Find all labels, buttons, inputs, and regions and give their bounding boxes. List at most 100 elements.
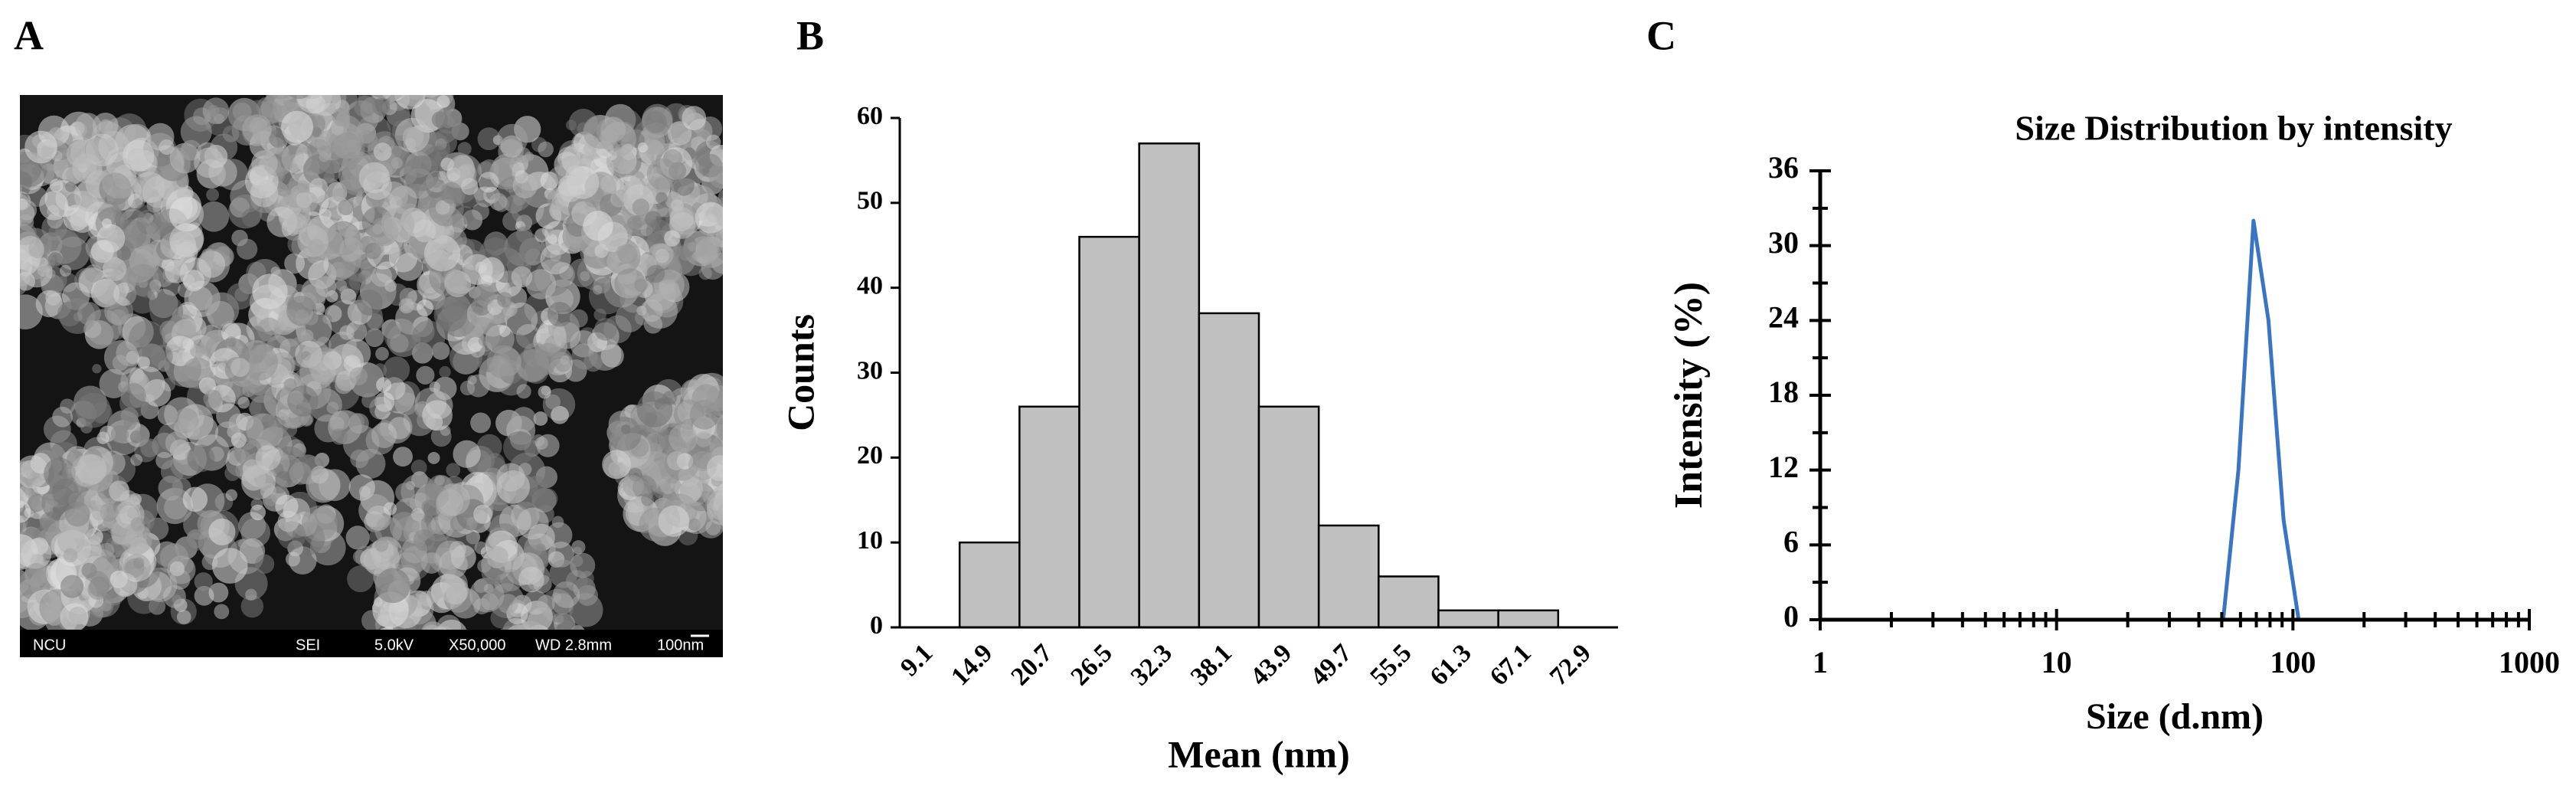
sem-grain [610, 190, 627, 208]
sem-grain [551, 516, 564, 529]
sem-grain [112, 533, 123, 545]
sem-grain [8, 536, 18, 546]
sem-grain [365, 426, 395, 455]
bar [1257, 405, 1320, 629]
sem-grain [172, 594, 182, 605]
sem-grain [2, 539, 20, 556]
sem-grain [600, 344, 624, 368]
sem-grain [371, 95, 391, 100]
bar [1078, 235, 1140, 629]
sem-grain [646, 264, 665, 283]
sem-image: NCU SEI 5.0kV X50,000 WD 2.8mm 100nm [0, 36, 764, 696]
sem-grain [273, 70, 293, 90]
sem-grain [306, 39, 341, 74]
sem-grain [436, 489, 464, 517]
sem-grain [68, 492, 85, 509]
sem-grain [232, 102, 252, 122]
sem-grain [194, 572, 213, 591]
sem-grain [102, 257, 127, 282]
sem-grain [375, 347, 389, 361]
sem-grain [371, 242, 384, 255]
sem-grain [398, 298, 414, 314]
sem-grain [364, 328, 384, 348]
sem-grain [381, 207, 415, 241]
sem-grain [20, 294, 43, 330]
y-axis-label: Intensity (%) [1667, 282, 1711, 509]
sem-grain [0, 522, 14, 537]
sem-grain [446, 463, 461, 478]
sem-grain [96, 224, 126, 253]
sem-grain [252, 273, 288, 309]
sem-grain [352, 36, 378, 61]
sem-grain [25, 130, 57, 164]
sem-grain [722, 164, 723, 167]
sem-grain [721, 489, 723, 499]
sem-grain [289, 75, 302, 88]
sem-grain [309, 95, 342, 116]
sem-grain [287, 385, 319, 417]
sem-grain [453, 440, 481, 468]
x-tick-label: 72.9 [1545, 639, 1597, 691]
sem-grain [149, 345, 173, 368]
sem-grain [724, 484, 747, 508]
sem-grain [435, 106, 463, 134]
sem-grain [384, 280, 397, 293]
sem-grain [28, 493, 46, 512]
sem-grain [627, 215, 642, 231]
sem-grain [525, 476, 548, 498]
sem-grain [140, 438, 159, 458]
sem-grain [570, 552, 596, 578]
sem-grain [339, 325, 355, 340]
sem-grain [49, 178, 64, 192]
sem-grain [99, 425, 116, 442]
sem-grain [733, 200, 764, 231]
x-tick-label: 100 [2270, 645, 2316, 679]
sem-grain [464, 663, 491, 690]
sem-grain [3, 159, 16, 172]
sem-grain [57, 301, 83, 327]
sem-grain [390, 333, 409, 353]
sem-grain [241, 208, 261, 228]
sem-grain [724, 487, 735, 499]
sem-grain [0, 484, 11, 506]
sem-grain [64, 501, 90, 527]
sem-grain [103, 339, 139, 375]
sem-grain [667, 121, 692, 146]
sem-grain [358, 162, 391, 194]
sem-grain [361, 48, 394, 80]
sem-grain [496, 670, 505, 679]
sem-grain [472, 663, 489, 679]
sem-grain [0, 542, 18, 578]
sem-grain [214, 113, 224, 124]
sem-grain [407, 660, 433, 686]
sem-grain [264, 493, 277, 506]
sem-grain [473, 656, 481, 657]
sem-grain [109, 480, 130, 502]
sem-grain [214, 604, 230, 620]
sem-grain [525, 248, 542, 266]
sem-grain [725, 494, 740, 509]
sem-grain [402, 58, 414, 70]
sem-grain [497, 659, 534, 696]
sem-grain [80, 539, 103, 561]
x-tick-label: 61.3 [1425, 639, 1477, 691]
sem-grain [0, 519, 11, 530]
sem-grain [255, 445, 281, 471]
sem-grain [230, 358, 250, 378]
sem-grain [340, 74, 357, 90]
sem-grain [120, 383, 146, 409]
sem-grain [350, 449, 369, 469]
sem-grain [348, 413, 369, 434]
sem-grain [383, 502, 397, 516]
sem-grain [379, 59, 404, 84]
sem-grain [477, 127, 501, 151]
sem-grain [475, 657, 500, 683]
sem-grain [558, 178, 583, 202]
sem-grain [57, 526, 86, 555]
sem-grain [254, 554, 275, 574]
sem-grain [360, 61, 378, 80]
x-tick-label: 20.7 [1005, 639, 1058, 691]
sem-grain [334, 375, 353, 394]
sem-grain [395, 483, 415, 503]
sem-grain [636, 391, 673, 427]
